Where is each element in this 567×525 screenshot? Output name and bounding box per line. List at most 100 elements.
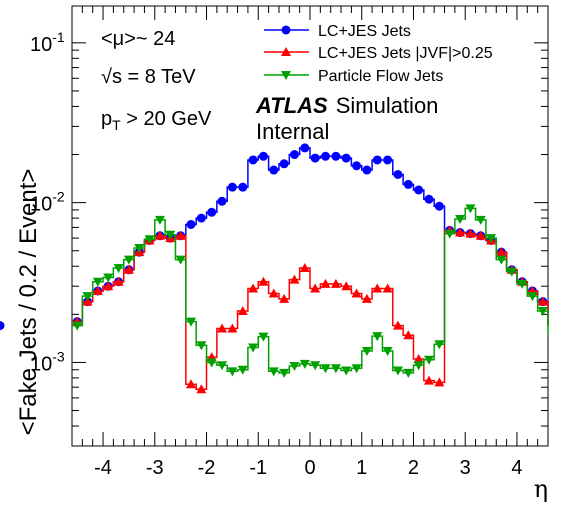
- data-point: [186, 379, 196, 389]
- data-point: [82, 292, 93, 302]
- data-point: [154, 215, 165, 225]
- data-point: [238, 182, 248, 192]
- data-point: [258, 151, 268, 161]
- data-point: [258, 276, 269, 286]
- data-point: [537, 306, 548, 316]
- data-point: [269, 165, 279, 175]
- y-tick-base: 10: [30, 194, 52, 216]
- legend: LC+JES Jets LC+JES Jets |JVF|>0.25 Parti…: [264, 23, 493, 85]
- data-point: [248, 283, 259, 293]
- legend-entry-lcjes: LC+JES Jets: [264, 23, 411, 40]
- legend-label-lcjes-jvf: LC+JES Jets |JVF|>0.25: [318, 45, 493, 62]
- data-point: [72, 321, 83, 331]
- pt-annotation: pT > 20 GeV: [101, 108, 212, 133]
- series-step-line: [72, 229, 549, 390]
- data-point: [268, 367, 279, 377]
- y-tick-exponent: -2: [52, 189, 65, 205]
- y-tick-exponent: -1: [52, 29, 65, 45]
- data-point: [165, 230, 176, 240]
- data-point: [248, 155, 258, 165]
- x-tick-labels: -4 -3 -2 -1 0 1 2 3 4: [94, 457, 522, 479]
- data-point: [444, 229, 455, 239]
- data-point: [196, 213, 206, 223]
- data-point: [320, 278, 331, 288]
- data-point: [186, 317, 196, 327]
- y-tick-base: 10: [30, 353, 52, 375]
- data-point: [300, 143, 310, 153]
- axis-ticks: [71, 6, 549, 447]
- data-point: [414, 185, 424, 195]
- series-layer: [0, 143, 549, 394]
- y-tick-exponent: -3: [52, 348, 65, 364]
- data-point: [217, 361, 228, 371]
- simulation-word: Simulation: [336, 93, 439, 118]
- data-point: [310, 153, 320, 163]
- data-point: [175, 255, 186, 265]
- data-point: [207, 207, 217, 217]
- data-point: [341, 366, 352, 376]
- data-point: [455, 227, 466, 237]
- data-point: [434, 201, 444, 211]
- data-point: [134, 244, 145, 254]
- data-point: [82, 296, 93, 306]
- data-point: [424, 375, 434, 385]
- atlas-label: ATLAS Simulation: [255, 93, 438, 118]
- x-tick-label: -4: [94, 457, 112, 479]
- y-axis-title: <Fake Jets / 0.2 / Event>: [15, 169, 42, 436]
- x-tick-label: 3: [460, 457, 471, 479]
- data-point: [320, 364, 331, 374]
- data-point: [455, 214, 466, 224]
- atlas-word: ATLAS: [255, 93, 328, 118]
- x-tick-label: 0: [304, 457, 315, 479]
- data-point: [341, 281, 352, 291]
- data-point: [496, 255, 507, 265]
- data-point: [361, 293, 372, 303]
- data-point: [103, 281, 114, 291]
- data-point: [237, 305, 248, 315]
- data-point: [403, 368, 414, 378]
- data-point: [413, 361, 424, 371]
- data-point: [486, 234, 497, 244]
- x-axis-title: η: [534, 475, 548, 503]
- pt-subscript: T: [112, 117, 121, 133]
- data-point: [217, 196, 227, 206]
- y-tick-label: 10-2: [30, 189, 65, 216]
- data-point: [92, 285, 103, 295]
- data-point: [362, 165, 372, 175]
- data-point: [352, 161, 362, 171]
- data-point: [279, 159, 289, 169]
- data-point: [475, 215, 486, 225]
- data-point: [496, 247, 507, 257]
- data-point: [330, 278, 341, 288]
- data-point: [206, 358, 217, 368]
- pt-threshold: > 20 GeV: [121, 108, 212, 130]
- data-point: [237, 365, 248, 375]
- data-point: [299, 262, 310, 272]
- x-tick-label: 2: [408, 457, 419, 479]
- pt-letter: p: [101, 108, 112, 130]
- x-tick-label: -2: [198, 457, 216, 479]
- energy-annotation: √s = 8 TeV: [101, 66, 196, 88]
- data-point: [279, 368, 290, 378]
- data-point: [331, 151, 341, 161]
- y-tick-label: 10-3: [30, 348, 65, 375]
- data-point: [392, 366, 403, 376]
- data-point: [434, 377, 445, 387]
- y-tick-label: 10-1: [30, 29, 65, 56]
- data-point: [258, 332, 269, 342]
- data-point: [92, 277, 103, 287]
- legend-entry-lcjes-jvf: LC+JES Jets |JVF|>0.25: [264, 45, 493, 62]
- data-point: [403, 179, 413, 189]
- data-point: [372, 155, 382, 165]
- data-point: [227, 323, 238, 333]
- series-step-line: [72, 207, 549, 374]
- data-point: [392, 320, 403, 330]
- data-point: [383, 155, 393, 165]
- data-point: [372, 283, 383, 293]
- data-point: [537, 296, 548, 306]
- data-point: [227, 182, 237, 192]
- data-point: [113, 263, 124, 273]
- data-point: [465, 204, 476, 214]
- sqrt-s-symbol: √s: [101, 66, 122, 88]
- data-point: [196, 341, 207, 351]
